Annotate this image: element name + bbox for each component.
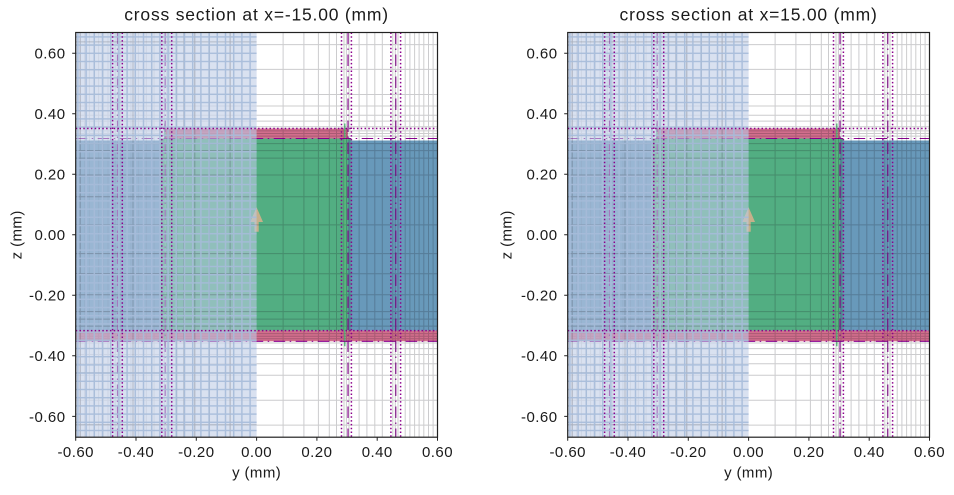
- svg-text:z (mm): z (mm): [499, 210, 516, 259]
- svg-text:-0.60: -0.60: [29, 409, 65, 426]
- svg-text:-0.20: -0.20: [670, 444, 706, 461]
- svg-text:-0.40: -0.40: [118, 444, 154, 461]
- svg-text:0.00: 0.00: [733, 444, 764, 461]
- svg-text:z (mm): z (mm): [9, 210, 26, 259]
- svg-text:0.20: 0.20: [793, 444, 824, 461]
- svg-text:-0.40: -0.40: [521, 348, 557, 365]
- svg-text:0.20: 0.20: [301, 444, 332, 461]
- svg-text:0.40: 0.40: [362, 444, 393, 461]
- svg-text:-0.40: -0.40: [29, 348, 65, 365]
- svg-text:-0.40: -0.40: [610, 444, 646, 461]
- svg-text:y (mm): y (mm): [232, 465, 281, 482]
- svg-text:-0.20: -0.20: [29, 288, 65, 305]
- svg-text:0.40: 0.40: [35, 106, 66, 123]
- svg-text:0.00: 0.00: [35, 227, 66, 244]
- svg-text:-0.20: -0.20: [178, 444, 214, 461]
- svg-text:-0.20: -0.20: [521, 288, 557, 305]
- svg-text:0.00: 0.00: [527, 227, 558, 244]
- svg-text:0.00: 0.00: [241, 444, 272, 461]
- svg-text:0.60: 0.60: [527, 46, 558, 63]
- svg-text:cross section at x=-15.00 (mm): cross section at x=-15.00 (mm): [124, 5, 389, 25]
- svg-text:0.20: 0.20: [527, 167, 558, 184]
- svg-text:0.60: 0.60: [35, 46, 66, 63]
- svg-text:y (mm): y (mm): [724, 465, 773, 482]
- svg-text:-0.60: -0.60: [549, 444, 585, 461]
- svg-text:cross section at x=15.00 (mm): cross section at x=15.00 (mm): [620, 5, 878, 25]
- svg-text:-0.60: -0.60: [57, 444, 93, 461]
- svg-text:0.20: 0.20: [35, 167, 66, 184]
- svg-text:0.60: 0.60: [914, 444, 945, 461]
- svg-text:0.40: 0.40: [854, 444, 885, 461]
- svg-text:-0.60: -0.60: [521, 409, 557, 426]
- svg-text:0.60: 0.60: [422, 444, 453, 461]
- svg-text:0.40: 0.40: [527, 106, 558, 123]
